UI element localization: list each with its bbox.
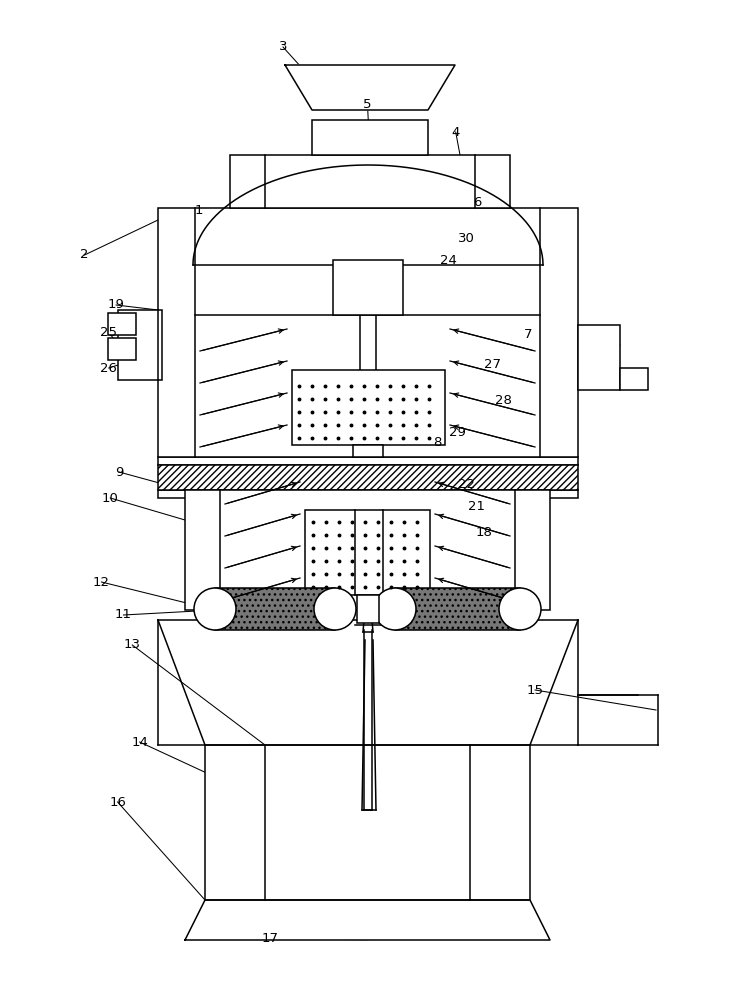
Bar — [620, 368, 648, 390]
Bar — [292, 370, 445, 445]
Text: 12: 12 — [93, 576, 110, 588]
Text: 21: 21 — [467, 499, 485, 512]
Bar — [333, 260, 403, 315]
Bar — [118, 310, 162, 380]
Text: 14: 14 — [132, 736, 148, 748]
Text: 11: 11 — [115, 608, 132, 621]
Text: 18: 18 — [476, 526, 492, 538]
Bar — [578, 325, 620, 390]
Text: 30: 30 — [459, 232, 475, 244]
Text: 2: 2 — [80, 248, 89, 261]
Bar — [158, 208, 578, 457]
Circle shape — [499, 588, 541, 630]
Text: 7: 7 — [523, 328, 532, 342]
Text: 3: 3 — [279, 40, 287, 53]
Text: 17: 17 — [262, 932, 279, 944]
Text: 29: 29 — [449, 426, 465, 438]
Text: 13: 13 — [123, 639, 141, 652]
Text: 5: 5 — [363, 99, 372, 111]
Text: 9: 9 — [115, 466, 123, 479]
Text: 8: 8 — [433, 436, 442, 448]
Bar — [108, 313, 136, 335]
Bar — [305, 510, 430, 595]
Bar — [205, 745, 530, 900]
Polygon shape — [185, 900, 550, 940]
Bar — [158, 457, 578, 465]
Text: 4: 4 — [451, 125, 460, 138]
Circle shape — [374, 588, 416, 630]
Bar — [158, 465, 578, 490]
Text: 26: 26 — [101, 361, 117, 374]
Polygon shape — [285, 65, 455, 110]
Text: 28: 28 — [495, 393, 512, 406]
Circle shape — [314, 588, 356, 630]
Text: 10: 10 — [102, 491, 118, 504]
Text: 19: 19 — [108, 298, 124, 312]
Text: 24: 24 — [440, 253, 456, 266]
Bar — [230, 155, 510, 208]
Text: 16: 16 — [110, 796, 126, 808]
Bar — [215, 588, 335, 630]
Bar — [312, 120, 428, 155]
Bar — [158, 490, 578, 498]
Circle shape — [194, 588, 236, 630]
Bar — [357, 595, 379, 623]
Text: 1: 1 — [194, 204, 203, 217]
Text: 22: 22 — [458, 479, 476, 491]
Bar — [185, 490, 550, 610]
Bar — [353, 445, 383, 457]
Bar — [108, 338, 136, 360]
Text: 27: 27 — [484, 359, 501, 371]
Text: 25: 25 — [100, 326, 118, 338]
Text: 6: 6 — [473, 196, 482, 209]
Text: 15: 15 — [526, 684, 544, 696]
Bar — [395, 588, 520, 630]
